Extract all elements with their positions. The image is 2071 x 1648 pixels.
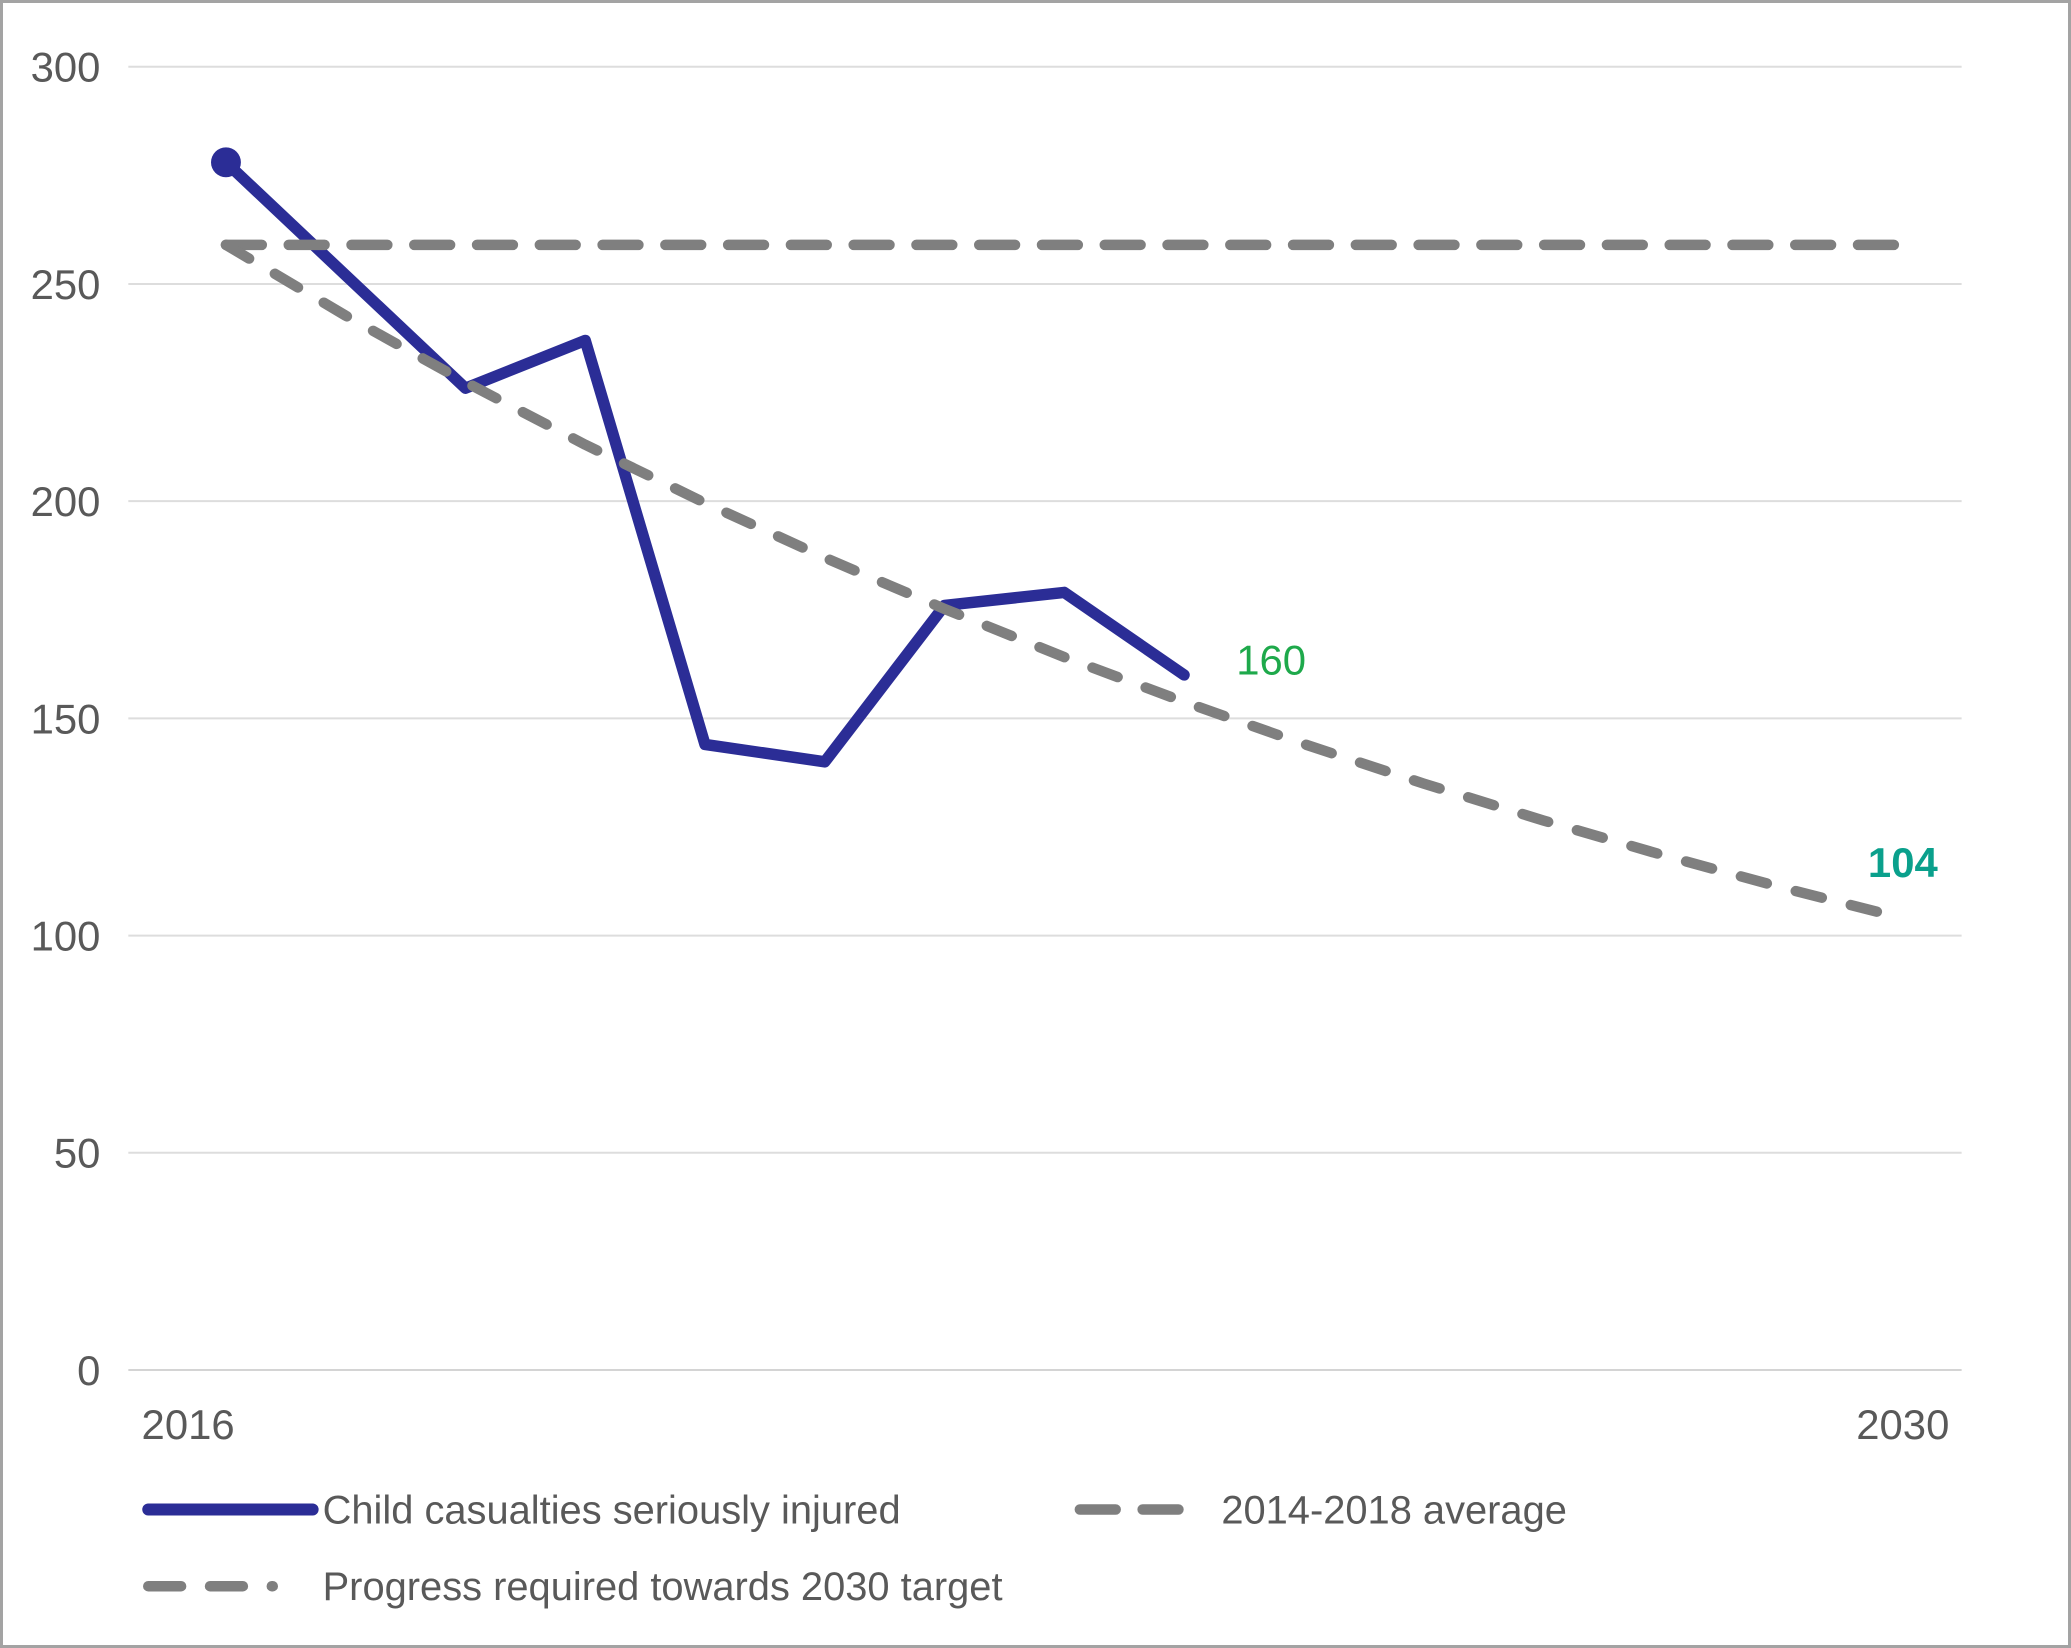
legend-label-child-casualties: Child casualties seriously injured [323,1488,901,1532]
y-tick-label-250: 250 [31,261,101,308]
y-tick-label-200: 200 [31,478,101,525]
y-tick-label-50: 50 [54,1130,101,1177]
legend: Child casualties seriously injured 2014-… [142,1488,1567,1609]
y-tick-label-300: 300 [31,44,101,91]
x-axis-tick-labels: 2016 2030 [142,1401,1950,1448]
y-axis-tick-labels: 300 250 200 150 100 50 0 [31,44,101,1394]
legend-label-average: 2014-2018 average [1221,1488,1567,1532]
y-tick-label-0: 0 [77,1347,100,1394]
y-tick-label-150: 150 [31,695,101,742]
legend-label-progress: Progress required towards 2030 target [323,1565,1003,1609]
series-lines [211,147,1908,924]
data-label-last-actual: 160 [1236,637,1306,684]
data-label-2030-target: 104 [1868,839,1939,886]
x-tick-label-2016: 2016 [142,1401,235,1448]
line-chart: 300 250 200 150 100 50 0 2016 2030 160 104 Chil… [31,44,1962,1609]
series-line-progress [220,239,1908,924]
series-line-child-casualties [220,156,1190,768]
gridlines [128,65,1962,1372]
start-point-marker [211,147,241,178]
x-tick-label-2030: 2030 [1856,1401,1949,1448]
y-tick-label-100: 100 [31,913,101,960]
